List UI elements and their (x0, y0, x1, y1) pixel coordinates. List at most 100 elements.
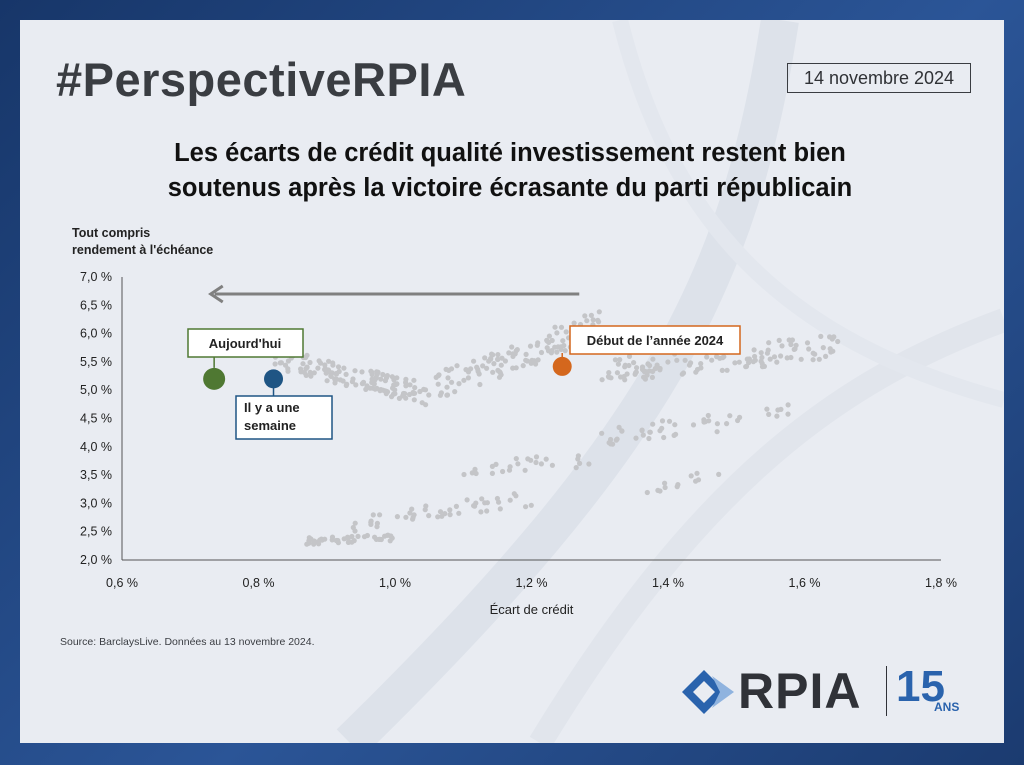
scatter-point (714, 421, 721, 427)
scatter-point (827, 334, 833, 340)
scatter-point (752, 353, 758, 360)
scatter-point (306, 535, 312, 541)
scatter-point (525, 456, 531, 462)
scatter-point (333, 371, 339, 377)
scatter-point (315, 365, 321, 371)
y-axis-label: Tout compris (72, 226, 150, 240)
scatter-point (385, 532, 391, 538)
scatter-point (523, 504, 529, 510)
scatter-point (520, 363, 526, 369)
scatter-point (674, 357, 680, 363)
scatter-point (626, 353, 633, 359)
scatter-point (816, 356, 822, 362)
scatter-point (622, 364, 628, 370)
scatter-point (736, 359, 742, 365)
scatter-point (403, 514, 409, 520)
scatter-point (345, 536, 351, 542)
scatter-point (721, 354, 727, 360)
scatter-point (698, 365, 704, 371)
scatter-point (494, 495, 500, 502)
scatter-point (771, 354, 778, 360)
scatter-point (751, 347, 757, 353)
scatter-point (340, 378, 346, 384)
scatter-point (533, 454, 540, 460)
scatter-point (750, 359, 757, 365)
scatter-point (714, 354, 720, 360)
scatter-point (473, 470, 479, 477)
scatter-point (349, 539, 355, 545)
scatter-point (464, 497, 470, 503)
scatter-point (573, 465, 579, 471)
scatter-point (479, 496, 485, 502)
x-tick-label: 1,6 % (789, 576, 821, 590)
scatter-point (498, 362, 504, 368)
scatter-point (682, 357, 688, 363)
scatter-point (456, 381, 462, 387)
scatter-point (618, 374, 624, 380)
scatter-point (377, 512, 383, 518)
scatter-point (326, 358, 332, 364)
x-tick-label: 1,8 % (925, 576, 957, 590)
scatter-point (672, 422, 678, 428)
scatter-point (632, 371, 638, 377)
today-point (203, 367, 226, 390)
scatter-point (495, 356, 501, 362)
scatter-point (571, 320, 577, 326)
y-tick-label: 4,5 % (80, 412, 112, 426)
scatter-point (666, 418, 673, 424)
y-tick-label: 2,0 % (80, 553, 112, 567)
scatter-point (724, 367, 730, 373)
week-ago-label: semaine (244, 418, 296, 433)
scatter-point (543, 456, 549, 462)
scatter-point (690, 422, 697, 428)
scatter-point (633, 435, 639, 441)
y-tick-label: 6,0 % (80, 327, 112, 341)
scatter-point (626, 362, 632, 369)
scatter-point (835, 338, 841, 345)
scatter-point (645, 361, 651, 367)
scatter-point (528, 502, 534, 508)
scatter-point (389, 374, 395, 380)
scatter-point (444, 392, 451, 398)
scatter-point (355, 533, 361, 540)
scatter-point (392, 387, 398, 393)
scatter-point (612, 357, 619, 363)
scatter-point (341, 536, 347, 542)
scatter-point (352, 520, 358, 526)
scatter-point (454, 363, 460, 369)
scatter-point (784, 355, 790, 361)
scatter-point (776, 337, 782, 343)
scatter-point (662, 480, 668, 486)
scatter-point (272, 361, 278, 367)
scatter-point (360, 379, 367, 385)
x-tick-label: 0,8 % (243, 576, 275, 590)
scatter-point (616, 424, 622, 430)
scatter-point (407, 382, 413, 388)
scatter-point (507, 464, 513, 470)
scatter-point (343, 382, 349, 389)
scatter-point (444, 384, 450, 390)
scatter-point (535, 357, 541, 363)
scatter-point (650, 421, 656, 427)
scatter-point (759, 364, 766, 370)
scatter-point (764, 406, 770, 412)
x-tick-label: 1,4 % (652, 576, 684, 590)
scatter-point (830, 348, 836, 354)
scatter-point (647, 429, 653, 435)
scatter-point (437, 509, 444, 515)
direction-arrow-head (208, 284, 224, 304)
scatter-point (478, 509, 484, 515)
start-2024-label-box (569, 325, 741, 355)
scatter-point (661, 434, 667, 441)
scatter-point (461, 471, 467, 478)
scatter-point (810, 357, 816, 363)
y-tick-label: 5,5 % (80, 355, 112, 369)
scatter-point (423, 503, 429, 509)
scatter-point (411, 397, 417, 403)
scatter-point (330, 360, 336, 366)
scatter-point (614, 370, 621, 376)
scatter-point (619, 428, 625, 434)
y-tick-label: 7,0 % (80, 270, 112, 284)
scatter-point (522, 467, 528, 473)
scatter-point (452, 389, 458, 395)
